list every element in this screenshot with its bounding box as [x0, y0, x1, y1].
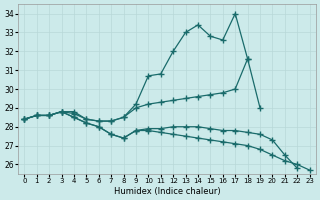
- X-axis label: Humidex (Indice chaleur): Humidex (Indice chaleur): [114, 187, 220, 196]
